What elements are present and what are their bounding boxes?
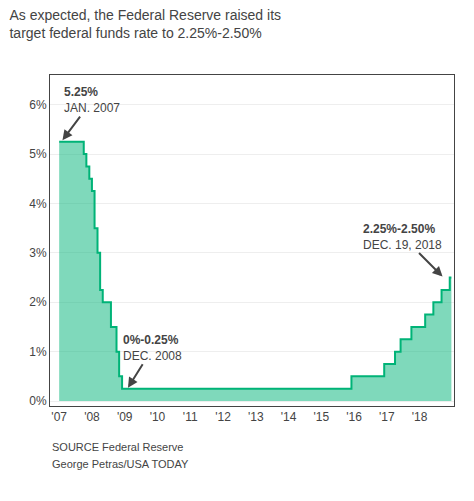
svg-text:4%: 4% [29, 197, 47, 211]
svg-text:'14: '14 [281, 410, 297, 424]
svg-text:George Petras/USA TODAY: George Petras/USA TODAY [52, 458, 189, 470]
svg-text:0%: 0% [29, 394, 47, 408]
svg-text:0%-0.25%DEC. 2008: 0%-0.25%DEC. 2008 [123, 333, 182, 363]
svg-text:3%: 3% [29, 246, 47, 260]
svg-text:SOURCE Federal Reserve: SOURCE Federal Reserve [52, 441, 183, 453]
svg-text:5.25%JAN. 2007: 5.25%JAN. 2007 [64, 85, 120, 115]
svg-text:'10: '10 [150, 410, 166, 424]
svg-text:2.25%-2.50%DEC. 19, 2018: 2.25%-2.50%DEC. 19, 2018 [363, 222, 442, 252]
svg-text:'12: '12 [215, 410, 231, 424]
svg-text:'09: '09 [117, 410, 133, 424]
svg-text:1%: 1% [29, 345, 47, 359]
svg-text:'13: '13 [248, 410, 264, 424]
svg-text:'07: '07 [51, 410, 67, 424]
svg-text:'11: '11 [183, 410, 198, 424]
svg-text:'18: '18 [412, 410, 428, 424]
svg-text:'08: '08 [84, 410, 100, 424]
svg-text:As expected, the Federal Reser: As expected, the Federal Reserve raised … [9, 7, 281, 41]
svg-text:6%: 6% [29, 98, 47, 112]
svg-text:'15: '15 [313, 410, 329, 424]
svg-text:'16: '16 [346, 410, 362, 424]
svg-text:'17: '17 [379, 410, 395, 424]
svg-text:5%: 5% [29, 147, 47, 161]
svg-text:2%: 2% [29, 295, 47, 309]
